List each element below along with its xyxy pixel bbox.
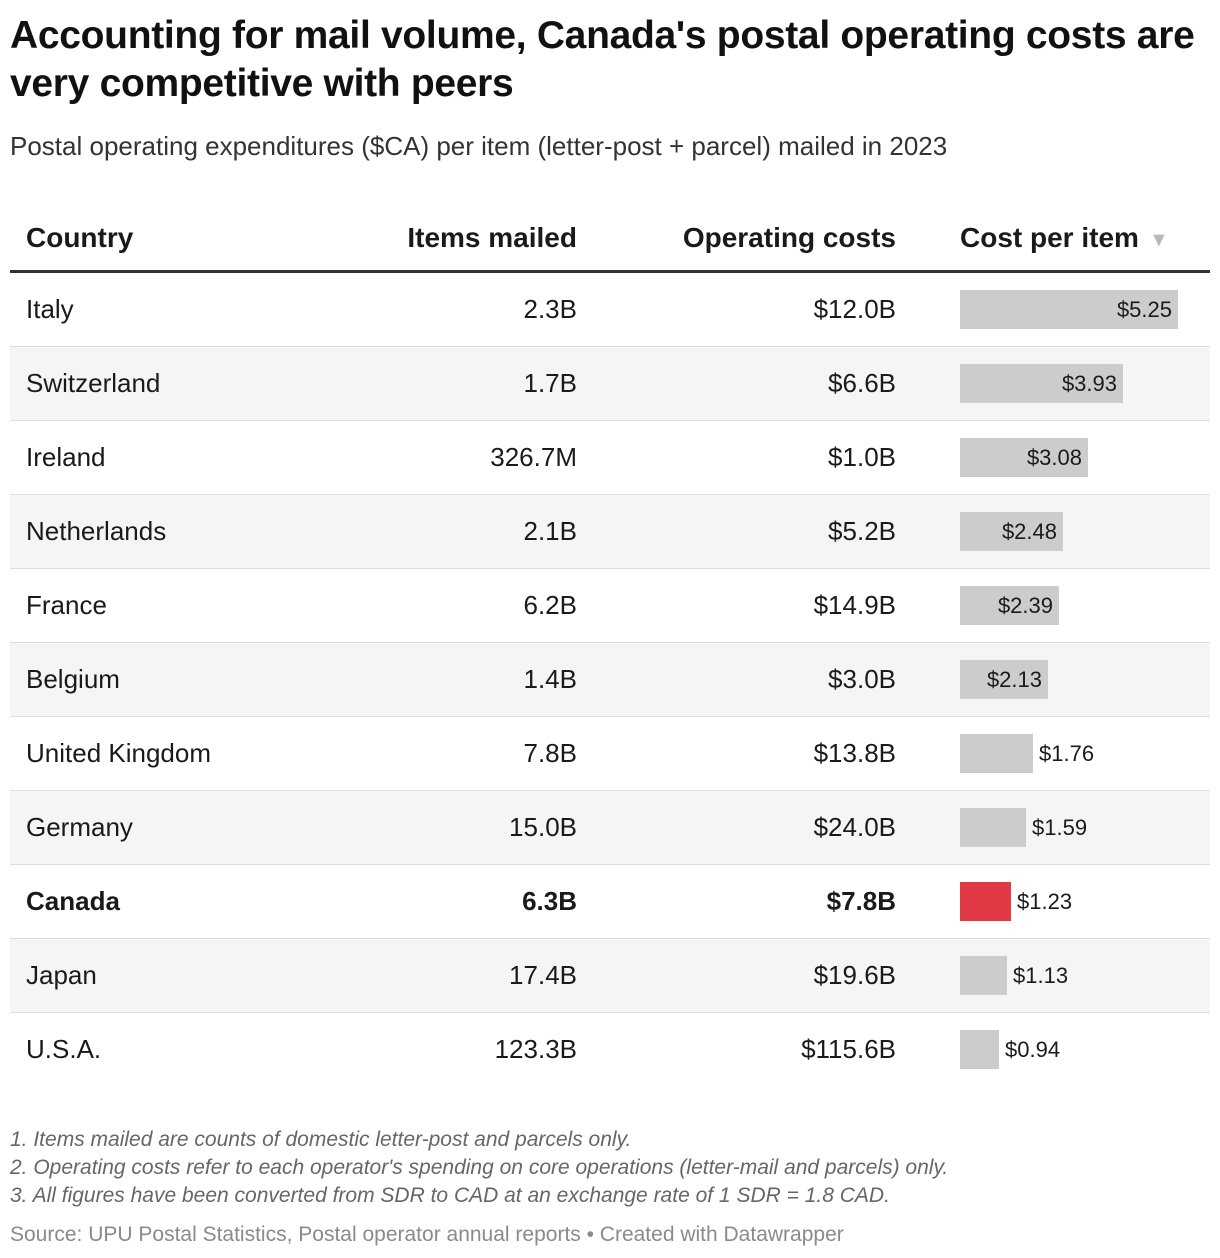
items-mailed-cell: 2.1B xyxy=(523,516,578,546)
table-row: Japan 17.4B $19.6B $1.13 xyxy=(10,939,1210,1013)
cost-per-item-label: $2.13 xyxy=(986,667,1042,692)
country-cell: Italy xyxy=(26,294,74,324)
footnote: 3. All figures have been converted from … xyxy=(10,1184,890,1207)
cost-per-item-label: $1.23 xyxy=(1017,889,1073,914)
table-header: Country Items mailed Operating costs Cos… xyxy=(10,204,1210,273)
operating-costs-cell: $3.0B xyxy=(828,664,896,694)
footnote: 1. Items mailed are counts of domestic l… xyxy=(10,1128,632,1151)
items-mailed-cell: 6.3B xyxy=(522,886,577,916)
country-cell: United Kingdom xyxy=(26,738,211,768)
operating-costs-cell: $6.6B xyxy=(828,368,896,398)
cost-per-item-bar xyxy=(960,364,1123,403)
header-cost-per-item[interactable]: Cost per item ▼ xyxy=(960,220,1169,258)
header-cost-per-item-label: Cost per item xyxy=(960,222,1139,253)
items-mailed-cell: 2.3B xyxy=(523,294,578,324)
chart-title: Accounting for mail volume, Canada's pos… xyxy=(10,14,1195,105)
country-cell: France xyxy=(26,590,107,620)
country-cell: Switzerland xyxy=(26,368,161,398)
operating-costs-cell: $115.6B xyxy=(801,1034,896,1064)
items-mailed-cell: 1.7B xyxy=(523,368,578,398)
table-row: U.S.A. 123.3B $115.6B $0.94 xyxy=(10,1013,1210,1086)
country-cell: Germany xyxy=(26,812,133,842)
source-credit: Source: UPU Postal Statistics, Postal op… xyxy=(10,1223,844,1246)
cost-per-item-label: $1.59 xyxy=(1032,815,1088,840)
footnotes: 1. Items mailed are counts of domestic l… xyxy=(10,1126,948,1210)
country-cell: Belgium xyxy=(26,664,120,694)
header-country[interactable]: Country xyxy=(26,222,134,253)
country-cell: Netherlands xyxy=(26,516,167,546)
cost-per-item-label: $5.25 xyxy=(1116,297,1172,322)
cost-per-item-label: $2.48 xyxy=(1001,519,1057,544)
cost-per-item-bar xyxy=(960,660,1048,699)
sort-descending-icon[interactable]: ▼ xyxy=(1148,228,1169,251)
cost-per-item-label: $3.08 xyxy=(1026,445,1082,470)
operating-costs-cell: $7.8B xyxy=(826,886,896,916)
items-mailed-cell: 1.4B xyxy=(523,664,578,694)
cost-per-item-bar xyxy=(960,882,1011,921)
table-row: Belgium 1.4B $3.0B $2.13 xyxy=(10,643,1210,717)
table-row: United Kingdom 7.8B $13.8B $1.76 xyxy=(10,717,1210,791)
cost-per-item-label: $3.93 xyxy=(1061,371,1117,396)
items-mailed-cell: 123.3B xyxy=(494,1034,577,1064)
cost-per-item-bar xyxy=(960,290,1178,329)
table-row: France 6.2B $14.9B $2.39 xyxy=(10,569,1210,643)
country-cell: U.S.A. xyxy=(26,1034,102,1064)
data-table: Country Items mailed Operating costs Cos… xyxy=(10,204,1210,1086)
table-row: Switzerland 1.7B $6.6B $3.93 xyxy=(10,347,1210,421)
table-row: Italy 2.3B $12.0B $5.25 xyxy=(10,273,1210,347)
cost-per-item-bar xyxy=(960,956,1007,995)
items-mailed-cell: 15.0B xyxy=(509,812,577,842)
cost-per-item-label: $1.13 xyxy=(1013,963,1069,988)
table-row: Germany 15.0B $24.0B $1.59 xyxy=(10,791,1210,865)
cost-per-item-label: $2.39 xyxy=(997,593,1053,618)
table-row: Netherlands 2.1B $5.2B $2.48 xyxy=(10,495,1210,569)
country-cell: Canada xyxy=(26,886,120,916)
table-row: Ireland 326.7M $1.0B $3.08 xyxy=(10,421,1210,495)
operating-costs-cell: $19.6B xyxy=(813,960,896,990)
operating-costs-cell: $5.2B xyxy=(828,516,896,546)
items-mailed-cell: 17.4B xyxy=(509,960,577,990)
cost-per-item-label: $0.94 xyxy=(1005,1037,1061,1062)
operating-costs-cell: $12.0B xyxy=(813,294,896,324)
cost-per-item-bar xyxy=(960,438,1088,477)
cost-per-item-bar xyxy=(960,808,1026,847)
cost-per-item-bar xyxy=(960,512,1063,551)
cost-per-item-label: $1.76 xyxy=(1039,741,1095,766)
operating-costs-cell: $14.9B xyxy=(813,590,896,620)
table-row: Canada 6.3B $7.8B $1.23 xyxy=(10,865,1210,939)
operating-costs-cell: $1.0B xyxy=(828,442,896,472)
cost-per-item-bar xyxy=(960,1030,999,1069)
chart-subtitle: Postal operating expenditures ($CA) per … xyxy=(10,131,948,161)
items-mailed-cell: 6.2B xyxy=(523,590,578,620)
cost-per-item-bar xyxy=(960,586,1059,625)
header-operating-costs[interactable]: Operating costs xyxy=(682,222,896,253)
country-cell: Japan xyxy=(26,960,97,990)
items-mailed-cell: 7.8B xyxy=(523,738,578,768)
items-mailed-cell: 326.7M xyxy=(490,442,577,472)
operating-costs-cell: $24.0B xyxy=(813,812,896,842)
header-items-mailed[interactable]: Items mailed xyxy=(407,222,577,253)
table-body: Italy 2.3B $12.0B $5.25 Switzerland 1.7B $6.6B… xyxy=(10,273,1210,1086)
footnote: 2. Operating costs refer to each operato… xyxy=(10,1156,949,1179)
cost-per-item-bar xyxy=(960,734,1033,773)
country-cell: Ireland xyxy=(26,442,106,472)
operating-costs-cell: $13.8B xyxy=(813,738,896,768)
